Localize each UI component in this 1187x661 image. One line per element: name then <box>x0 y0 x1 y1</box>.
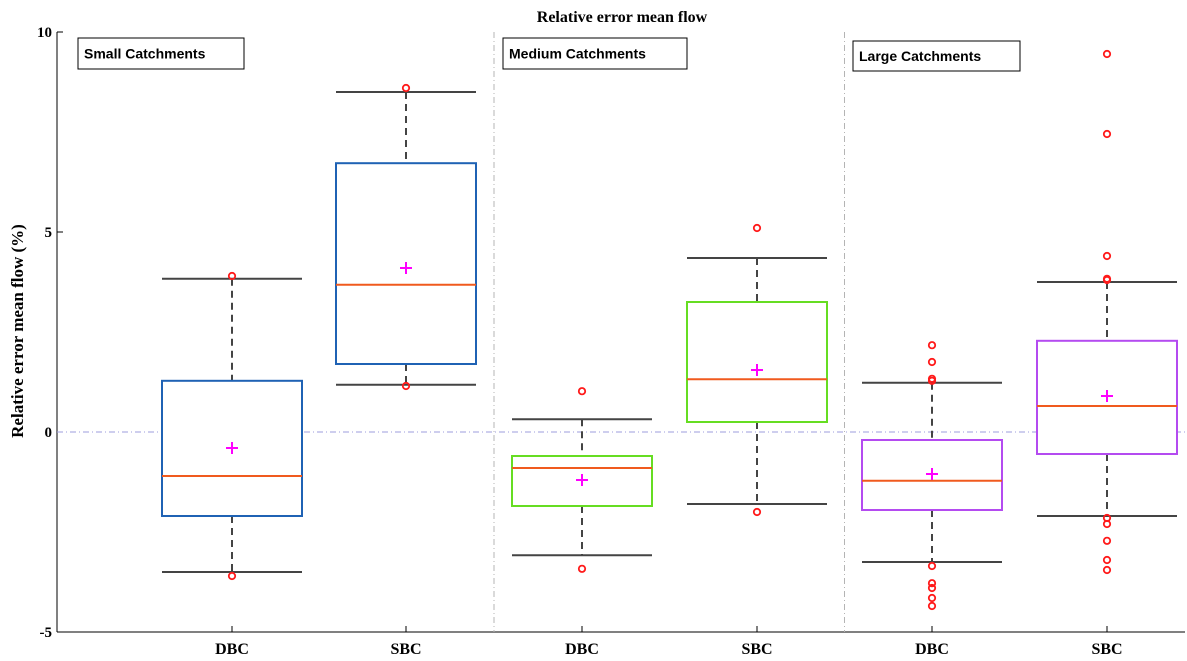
panel-large-catchments: Large Catchments DBC SBC <box>852 40 1178 658</box>
x-tick-label: DBC <box>915 641 949 658</box>
mean-marker <box>926 468 938 480</box>
panel-label-box <box>502 37 688 70</box>
mean-marker <box>400 262 412 274</box>
outlier-point <box>927 579 937 588</box>
box-sbc: SBC <box>686 223 828 658</box>
panel-label: Medium Catchments <box>509 46 646 62</box>
outlier-point <box>227 271 237 281</box>
outlier-point <box>577 564 587 573</box>
mean-marker <box>576 474 588 486</box>
panel-label: Large Catchments <box>859 48 981 64</box>
y-tick-label: -5 <box>40 625 53 641</box>
y-tick-label: 10 <box>37 25 52 41</box>
box-sbc: SBC <box>335 83 477 658</box>
outlier-point <box>927 341 937 350</box>
x-tick-label: DBC <box>565 641 599 658</box>
y-tick-label: 5 <box>45 225 53 241</box>
outlier-point <box>577 387 587 396</box>
mean-marker <box>226 442 238 454</box>
outlier-point <box>927 593 937 603</box>
outlier-point <box>1102 275 1112 285</box>
outlier-point <box>752 507 762 517</box>
mean-marker <box>1101 390 1113 402</box>
outlier-point <box>401 83 411 93</box>
outlier-point <box>927 357 937 367</box>
box-dbc: DBC <box>161 271 303 658</box>
iqr-box <box>686 301 828 423</box>
x-tick-label: SBC <box>390 641 421 658</box>
outlier-point <box>1102 519 1112 529</box>
outlier-point <box>927 601 937 611</box>
panel-label-box <box>77 37 245 70</box>
x-tick-label: DBC <box>215 641 249 658</box>
mean-marker <box>751 364 763 376</box>
x-tick-label: SBC <box>1091 641 1122 658</box>
outlier-point <box>927 583 937 593</box>
panel-small-catchments: Small Catchments DBC SBC <box>77 37 477 658</box>
panel-medium-catchments: Medium Catchments DBC SBC <box>502 37 828 658</box>
y-axis-label: Relative error mean flow (%) <box>8 224 27 438</box>
outlier-point <box>1102 49 1112 59</box>
box-dbc: DBC <box>861 341 1003 658</box>
panel-label: Small Catchments <box>84 46 206 62</box>
panel-label-box <box>852 40 1021 72</box>
outlier-point <box>1102 536 1112 545</box>
outlier-point <box>927 561 937 571</box>
outlier-point <box>401 381 411 391</box>
outlier-point <box>227 571 237 581</box>
y-tick-label: 0 <box>45 425 53 441</box>
outlier-point <box>1102 251 1112 261</box>
chart-title: Relative error mean flow <box>537 9 708 26</box>
outlier-point <box>752 223 762 233</box>
box-sbc: SBC <box>1036 49 1178 658</box>
outlier-point <box>1102 565 1112 575</box>
outlier-point <box>1102 555 1112 565</box>
outlier-point <box>927 376 937 385</box>
outlier-point <box>1102 129 1112 139</box>
box-dbc: DBC <box>511 387 653 658</box>
x-tick-label: SBC <box>741 641 772 658</box>
